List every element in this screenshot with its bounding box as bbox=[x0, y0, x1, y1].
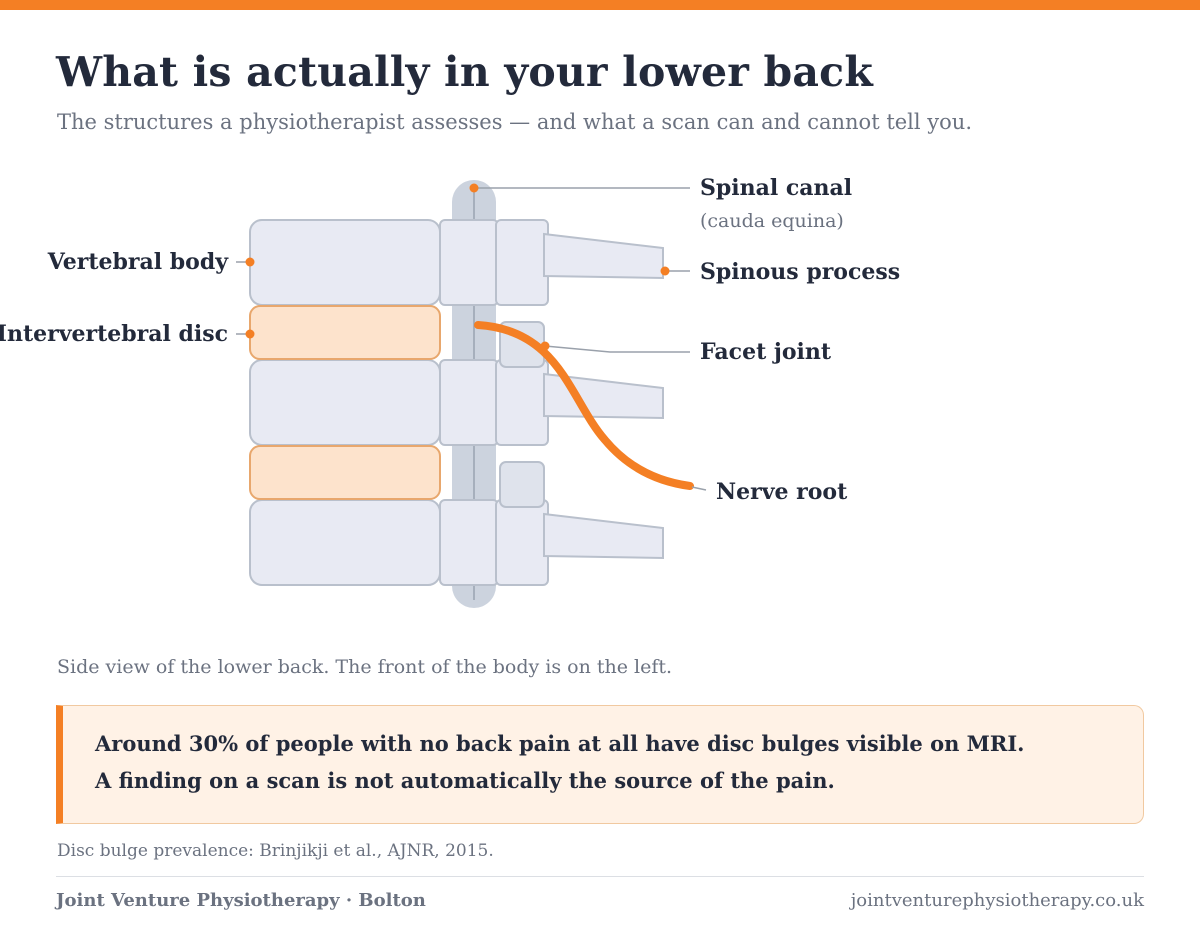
intervertebral-disc-lower bbox=[249, 445, 441, 500]
callout-line-1: Around 30% of people with no back pain a… bbox=[95, 731, 1025, 756]
marker-dots bbox=[245, 183, 670, 351]
spine-diagram: Spinal canal (cauda equina) Spinous proc… bbox=[0, 175, 900, 608]
footer-divider bbox=[56, 876, 1144, 877]
label-nerve-root: Nerve root bbox=[716, 479, 848, 505]
intervertebral-disc-upper bbox=[249, 305, 441, 360]
page-subtitle: The structures a physiotherapist assesse… bbox=[57, 110, 972, 134]
diagram-caption: Side view of the lower back. The front o… bbox=[57, 656, 673, 678]
intervertebral-discs bbox=[249, 305, 441, 500]
vertebral-body-middle bbox=[249, 359, 441, 446]
source-citation: Disc bulge prevalence: Brinjikji et al.,… bbox=[57, 841, 494, 861]
facet-joints bbox=[499, 321, 545, 508]
top-accent-bar bbox=[0, 0, 1200, 10]
label-intervertebral-disc: Intervertebral disc bbox=[0, 321, 228, 347]
label-facet-joint: Facet joint bbox=[700, 339, 832, 365]
label-spinal-canal-sub: (cauda equina) bbox=[700, 210, 844, 232]
callout-line-2: A finding on a scan is not automatically… bbox=[95, 768, 835, 793]
footer-website: jointventurephysiotherapy.co.uk bbox=[850, 890, 1144, 911]
posterior-elements bbox=[439, 219, 549, 586]
vertebral-bodies bbox=[249, 219, 441, 586]
nerve-root bbox=[474, 321, 694, 490]
vertebral-body-lower bbox=[249, 499, 441, 586]
footer-clinic-name: Joint Venture Physiotherapy · Bolton bbox=[56, 890, 426, 911]
vertebral-body-upper bbox=[249, 219, 441, 306]
callout-box: Around 30% of people with no back pain a… bbox=[56, 705, 1144, 824]
label-spinal-canal: Spinal canal bbox=[700, 175, 852, 201]
page-title: What is actually in your lower back bbox=[56, 48, 873, 96]
label-vertebral-body: Vertebral body bbox=[47, 249, 229, 275]
spinous-processes bbox=[543, 232, 664, 560]
label-spinous-process: Spinous process bbox=[700, 259, 900, 285]
